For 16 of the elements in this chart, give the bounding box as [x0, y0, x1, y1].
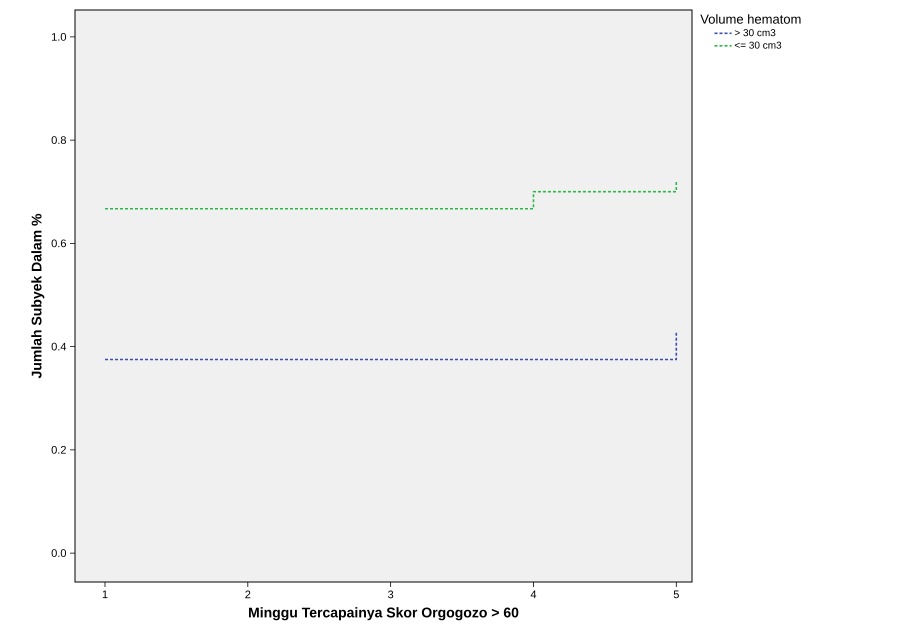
x-axis-title: Minggu Tercapainya Skor Orgogozo > 60	[249, 607, 518, 620]
y-tick-label: 0.0	[52, 549, 66, 557]
y-tick-label: 0.6	[52, 239, 66, 248]
y-tick-label: 0.8	[52, 136, 66, 144]
x-tick-label: 2	[245, 590, 250, 598]
x-tick-label: 1	[102, 590, 108, 598]
y-tick-label: 0.2	[52, 446, 66, 454]
y-axis-title: Jumlah Subyek Dalam %	[31, 214, 44, 378]
legend-title: Volume hematom	[700, 14, 801, 24]
x-tick-label: 3	[388, 590, 394, 598]
x-tick-label: 5	[674, 590, 679, 598]
x-tick-label: 4	[530, 590, 536, 598]
legend-label: > 30 cm3	[734, 29, 776, 36]
y-tick-label: 0.4	[52, 342, 66, 350]
legend-label: <= 30 cm3	[734, 42, 782, 49]
y-tick-label: 1.0	[52, 32, 66, 41]
